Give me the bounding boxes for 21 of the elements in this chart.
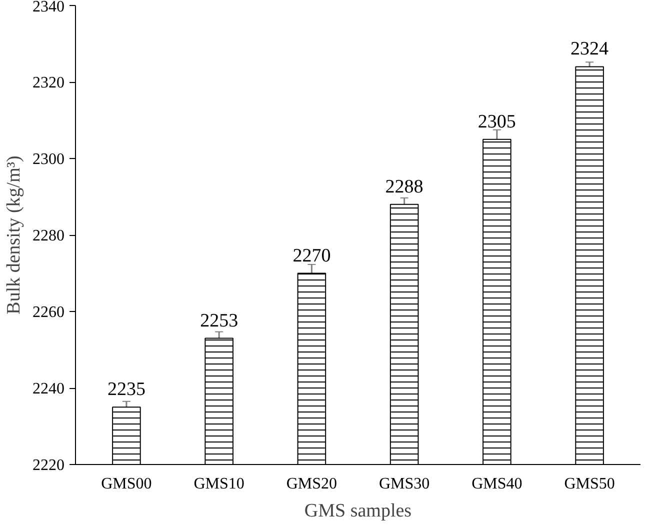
data-label: 2235 [107, 379, 146, 400]
data-label: 2253 [200, 310, 238, 332]
y-axis-title: Bulk density (kg/m³) [4, 156, 24, 314]
x-tick-label: GMS30 [378, 476, 430, 492]
data-label: 2288 [385, 176, 424, 198]
data-label: 2305 [478, 111, 516, 132]
y-tick-label: 2280 [32, 228, 64, 244]
y-tick-label: 2340 [32, 0, 64, 16]
x-tick-label: GMS10 [194, 476, 244, 492]
x-axis-title: GMS samples [304, 500, 412, 522]
y-tick-label: 2300 [32, 151, 64, 168]
y-tick-label: 2320 [32, 74, 64, 92]
x-tick-label: GMS50 [564, 476, 615, 492]
x-tick-label: GMS20 [286, 476, 338, 492]
y-tick-label: 2240 [32, 380, 64, 398]
x-tick-label: GMS40 [472, 476, 522, 492]
data-label: 2324 [570, 38, 610, 60]
y-tick-label: 2220 [32, 457, 64, 474]
y-tick-label: 2260 [32, 304, 64, 321]
x-tick-label: GMS00 [101, 476, 152, 492]
data-label: 2270 [292, 245, 331, 266]
